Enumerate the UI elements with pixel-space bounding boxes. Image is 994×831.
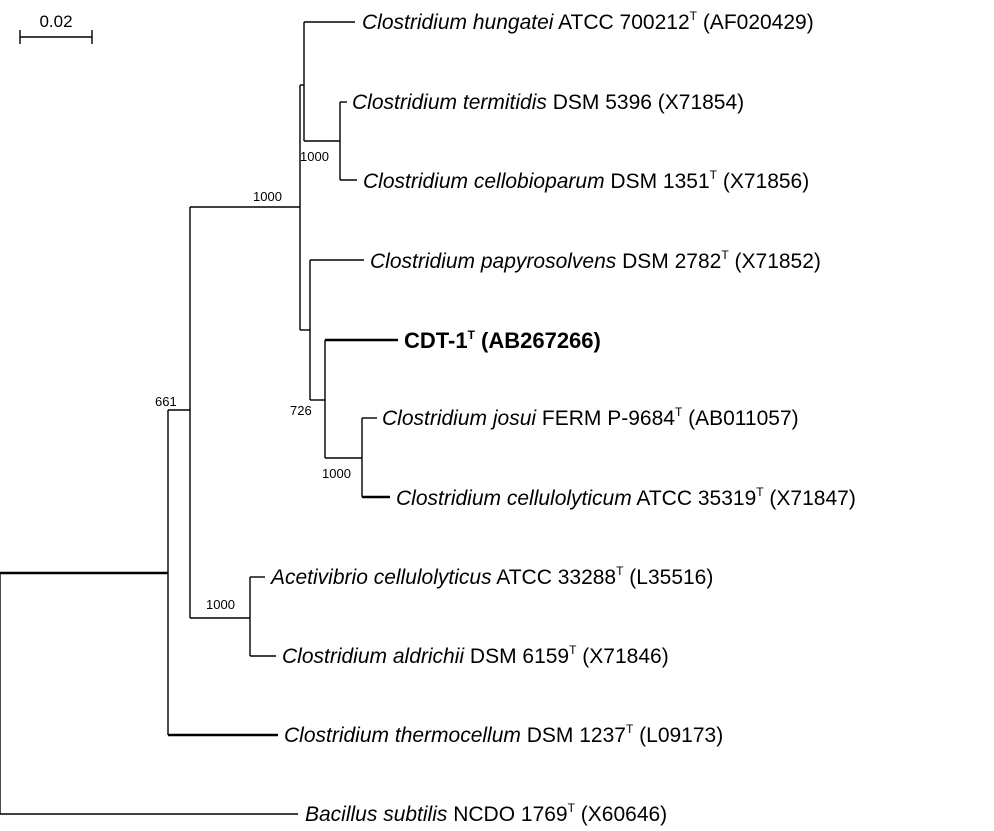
- leaf-label-papyrosolvens: Clostridium papyrosolvens DSM 2782T (X71…: [370, 248, 821, 273]
- leaf-type-mark: T: [710, 168, 718, 182]
- leaf-species: Clostridium thermocellum: [284, 724, 521, 747]
- leaf-type-mark: T: [675, 405, 683, 419]
- leaf-accession: (X71847): [764, 487, 856, 510]
- leaf-accession: (L09173): [633, 724, 723, 747]
- leaf-label-cdt1: CDT-1T (AB267266): [404, 328, 601, 353]
- leaf-label-cellulolyticum: Clostridium cellulolyticum ATCC 35319T (…: [396, 485, 856, 510]
- leaf-label-hungatei: Clostridium hungatei ATCC 700212T (AF020…: [362, 9, 814, 34]
- leaf-type-mark: T: [569, 643, 577, 657]
- bootstrap-label: 1000: [322, 466, 351, 481]
- bootstrap-label: 661: [155, 394, 177, 409]
- leaf-accession: (X71846): [576, 645, 668, 668]
- leaf-label-subtilis: Bacillus subtilis NCDO 1769T (X60646): [305, 801, 667, 826]
- leaf-label-josui: Clostridium josui FERM P-9684T (AB011057…: [382, 405, 799, 430]
- leaf-strain: ATCC 33288: [492, 566, 617, 589]
- leaf-type-mark: T: [626, 722, 634, 736]
- bootstrap-values: 1000 1000 726 1000 661 1000: [155, 149, 351, 612]
- leaf-labels: Clostridium hungatei ATCC 700212T (AF020…: [269, 9, 856, 826]
- leaf-strain: DSM 5396 (X71854): [547, 91, 744, 114]
- leaf-strain: ATCC 35319: [632, 487, 757, 510]
- bootstrap-label: 1000: [253, 189, 282, 204]
- leaf-type-mark: T: [721, 248, 729, 262]
- bootstrap-label: 726: [290, 403, 312, 418]
- leaf-species: Clostridium termitidis: [352, 91, 547, 114]
- leaf-accession: (AF020429): [697, 11, 814, 34]
- leaf-accession: (L35516): [623, 566, 713, 589]
- leaf-strain: ATCC 700212: [553, 11, 689, 34]
- leaf-label-termitidis: Clostridium termitidis DSM 5396 (X71854): [352, 91, 744, 114]
- scale-bar-label: 0.02: [39, 12, 72, 31]
- leaf-type-mark: T: [756, 485, 764, 499]
- leaf-accession: (X71852): [729, 250, 821, 273]
- leaf-strain: FERM P-9684: [536, 407, 675, 430]
- leaf-accession: (AB011057): [682, 407, 798, 430]
- leaf-type-mark: T: [568, 801, 576, 815]
- leaf-label-acetivibrio: Acetivibrio cellulolyticus ATCC 33288T (…: [269, 564, 713, 589]
- leaf-species: Clostridium cellobioparum: [363, 170, 605, 193]
- leaf-species: Bacillus subtilis: [305, 803, 448, 826]
- leaf-strain: NCDO 1769: [447, 803, 567, 826]
- scale-bar: 0.02: [19, 12, 93, 44]
- leaf-strain: DSM 1237: [521, 724, 626, 747]
- leaf-label-cellobioparum: Clostridium cellobioparum DSM 1351T (X71…: [363, 168, 809, 193]
- leaf-label-thermocellum: Clostridium thermocellum DSM 1237T (L091…: [284, 722, 723, 747]
- leaf-species: Acetivibrio cellulolyticus: [269, 566, 492, 589]
- leaf-species: Clostridium aldrichii: [282, 645, 465, 668]
- leaf-accession: (X60646): [575, 803, 667, 826]
- leaf-species: Clostridium cellulolyticum: [396, 487, 632, 510]
- bootstrap-label: 1000: [206, 597, 235, 612]
- leaf-species: Clostridium josui: [382, 407, 537, 430]
- leaf-strain: CDT-1: [404, 328, 468, 353]
- leaf-type-mark: T: [690, 9, 698, 23]
- leaf-accession: (X71856): [717, 170, 809, 193]
- tree-branches: [0, 21, 398, 815]
- leaf-strain: DSM 6159: [464, 645, 569, 668]
- leaf-strain: DSM 2782: [616, 250, 721, 273]
- leaf-strain: DSM 1351: [605, 170, 710, 193]
- bootstrap-label: 1000: [300, 149, 329, 164]
- leaf-species: Clostridium hungatei: [362, 11, 555, 34]
- leaf-type-mark: T: [468, 328, 476, 342]
- leaf-species: Clostridium papyrosolvens: [370, 250, 617, 273]
- leaf-accession: (AB267266): [475, 328, 601, 353]
- leaf-label-aldrichii: Clostridium aldrichii DSM 6159T (X71846): [282, 643, 669, 668]
- leaf-type-mark: T: [616, 564, 624, 578]
